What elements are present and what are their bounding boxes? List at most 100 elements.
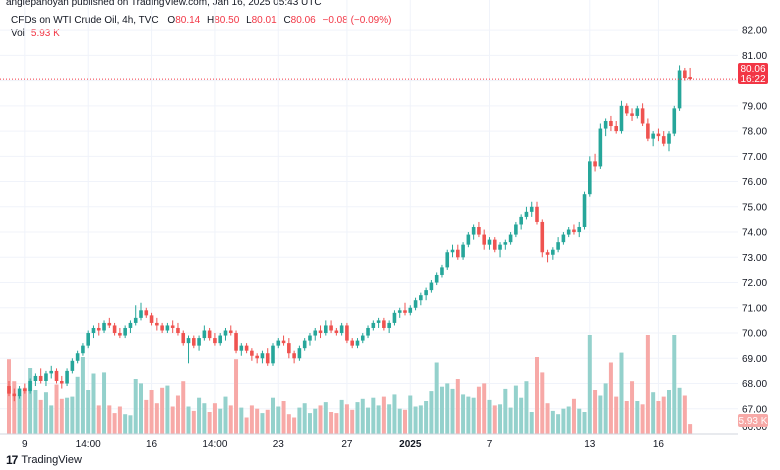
candle-body — [371, 322, 376, 328]
volume-bar — [170, 406, 175, 434]
volume-bar — [260, 413, 265, 434]
candle-body — [112, 325, 117, 334]
candle-body — [640, 108, 645, 124]
volume-bar — [271, 397, 275, 434]
candle-body — [329, 325, 333, 331]
volume-bar — [96, 405, 101, 434]
price-tick-label: 67.00 — [742, 404, 767, 415]
volume-bar — [577, 408, 582, 434]
volume-bar — [455, 379, 460, 434]
volume-bar — [366, 407, 371, 434]
volume-bar — [276, 406, 281, 434]
time-tick-label: 16 — [146, 439, 158, 450]
candle-body — [281, 340, 286, 344]
candle-body — [186, 338, 191, 344]
time-axis[interactable]: 9 14:00 16 14:00 23 27 2025 7 13 16 — [22, 439, 664, 450]
candle-body — [450, 249, 455, 253]
candle-body — [302, 340, 307, 349]
volume-bar — [128, 415, 133, 434]
time-tick-label: 2025 — [399, 439, 422, 450]
candle-body — [75, 353, 80, 361]
volume-bar — [244, 417, 249, 434]
candle-body — [456, 249, 460, 258]
volume-bar — [492, 405, 497, 434]
candle-body — [593, 161, 597, 167]
candle-body — [524, 211, 529, 217]
candle-body — [434, 274, 439, 283]
volume-bar — [107, 405, 112, 434]
volume-bar — [223, 396, 228, 434]
volume-bar — [65, 397, 70, 434]
candle-body — [202, 330, 207, 339]
volume-bar — [403, 409, 407, 434]
candle-body — [260, 353, 265, 359]
candle-body — [192, 338, 196, 346]
volume-bar — [556, 414, 561, 434]
candle-body — [603, 120, 608, 129]
time-tick-label: 16 — [653, 439, 665, 450]
candle-body — [160, 325, 164, 331]
time-tick-label: 7 — [487, 439, 493, 450]
volume-bar — [207, 412, 212, 434]
volume-label[interactable]: Vol — [11, 28, 25, 39]
volume-bar — [582, 412, 587, 434]
candle-body — [292, 353, 296, 359]
candle-body — [498, 244, 502, 250]
candle-body — [635, 108, 640, 116]
volume-bar — [392, 394, 397, 434]
tradingview-logo-icon[interactable]: 17 — [6, 453, 18, 467]
open-value: 80.14 — [175, 15, 201, 26]
candle-body — [44, 373, 48, 381]
volume-bar — [197, 397, 202, 434]
time-tick-label: 14:00 — [76, 439, 101, 450]
candle-body — [577, 227, 582, 233]
volume-bar — [28, 368, 33, 434]
volume-badge-value: 5.93 K — [739, 416, 768, 427]
candle-body — [440, 267, 444, 275]
candlesticks — [7, 65, 692, 402]
candle-body — [556, 242, 560, 250]
candle-body — [514, 224, 518, 235]
tradingview-brand[interactable]: TradingView — [21, 454, 82, 466]
candle-body — [33, 375, 38, 381]
volume-bar — [535, 357, 539, 434]
volume-bar — [487, 399, 492, 434]
volume-bar — [339, 399, 344, 434]
volume-bar — [529, 412, 534, 434]
volume-bar — [318, 405, 323, 434]
volume-bar — [408, 395, 413, 434]
candle-body — [466, 234, 471, 245]
time-tick-label: 23 — [273, 439, 285, 450]
candle-body — [228, 330, 233, 334]
symbol-name[interactable]: CFDs on WTI Crude Oil, 4h, TVC — [11, 15, 159, 26]
candle-body — [70, 360, 75, 371]
volume-bar — [239, 407, 244, 434]
candle-body — [223, 330, 228, 336]
price-tick-label: 79.00 — [742, 101, 767, 112]
candle-body — [656, 133, 661, 137]
time-tick-label: 27 — [341, 439, 353, 450]
price-tick-label: 76.00 — [742, 177, 767, 188]
candle-body — [165, 325, 170, 331]
candle-body — [572, 229, 576, 233]
volume-bar — [22, 387, 27, 434]
candle-body — [255, 355, 259, 359]
volume-bar — [667, 390, 671, 434]
candle-body — [345, 325, 349, 341]
candle-body — [128, 322, 133, 328]
candle-body — [60, 380, 64, 384]
candle-body — [287, 343, 291, 354]
candle-body — [382, 320, 386, 328]
candle-body — [429, 282, 434, 291]
price-axis[interactable]: 82.0081.0080.0079.0078.0077.0076.0075.00… — [742, 26, 767, 433]
volume-bar — [112, 413, 117, 434]
candle-body — [588, 161, 592, 195]
volume-bar — [397, 408, 402, 434]
price-tick-label: 74.00 — [742, 228, 767, 239]
volume-bar — [75, 376, 80, 434]
price-tick-label: 72.00 — [742, 278, 767, 289]
price-tick-label: 66.00 — [742, 422, 767, 433]
candle-body — [519, 216, 523, 225]
volume-bar — [672, 335, 677, 434]
